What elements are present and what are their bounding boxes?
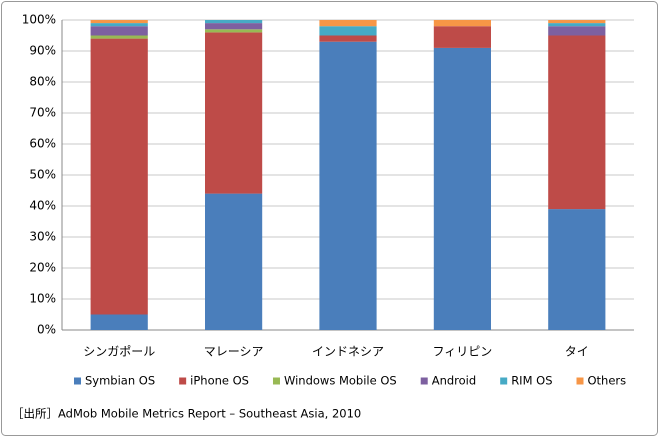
y-tick-label: 50% <box>29 168 56 182</box>
bar-segment <box>90 35 148 39</box>
bar-segment <box>433 20 491 27</box>
x-tick-label: マレーシア <box>204 345 264 359</box>
bar-segment <box>90 26 148 36</box>
legend-label: Others <box>588 374 627 388</box>
legend-swatch <box>179 377 187 385</box>
y-tick-label: 60% <box>29 137 56 151</box>
bar-segment <box>90 23 148 27</box>
y-tick-label: 40% <box>29 199 56 213</box>
y-tick-label: 100% <box>22 13 56 27</box>
x-tick-label: インドネシア <box>312 345 384 359</box>
bar-segment <box>319 20 377 27</box>
bar-segment <box>319 35 377 42</box>
legend-swatch <box>272 377 280 385</box>
y-tick-label: 20% <box>29 261 56 275</box>
legend-swatch <box>500 377 508 385</box>
bar-segment <box>548 209 606 330</box>
legend-label: iPhone OS <box>190 374 249 388</box>
x-tick-label: フィリピン <box>433 345 493 359</box>
bar-segment <box>205 20 263 24</box>
legend-swatch <box>74 377 81 385</box>
x-tick-label: タイ <box>565 345 589 359</box>
y-tick-label: 0% <box>37 323 56 337</box>
y-tick-label: 90% <box>29 44 56 58</box>
bar-segment <box>205 29 263 33</box>
legend-swatch <box>420 377 428 385</box>
bar-segment <box>205 193 263 330</box>
legend-label: Android <box>432 374 476 388</box>
bar-segment <box>90 38 148 315</box>
bar-segment <box>548 20 606 24</box>
bar-segment <box>433 47 491 331</box>
y-tick-label: 80% <box>29 75 56 89</box>
y-tick-label: 70% <box>29 106 56 120</box>
bar-segment <box>319 41 377 330</box>
legend-label: RIM OS <box>511 374 552 388</box>
bar-segment <box>205 32 263 194</box>
bar-segment <box>433 26 491 48</box>
legend-label: Windows Mobile OS <box>284 374 397 388</box>
y-tick-label: 10% <box>29 292 56 306</box>
y-tick-label: 30% <box>29 230 56 244</box>
bar-segment <box>205 23 263 30</box>
source-note: ［出所］AdMob Mobile Metrics Report – Southe… <box>12 407 361 421</box>
bar-segment <box>90 314 148 330</box>
legend-swatch <box>576 377 584 385</box>
legend-label: Symbian OS <box>85 374 155 388</box>
bar-segment <box>548 35 606 210</box>
x-tick-label: シンガポール <box>83 345 155 359</box>
bar-segment <box>548 23 606 27</box>
bar-segment <box>548 26 606 36</box>
bar-segment <box>90 20 148 24</box>
bar-segment <box>319 26 377 36</box>
